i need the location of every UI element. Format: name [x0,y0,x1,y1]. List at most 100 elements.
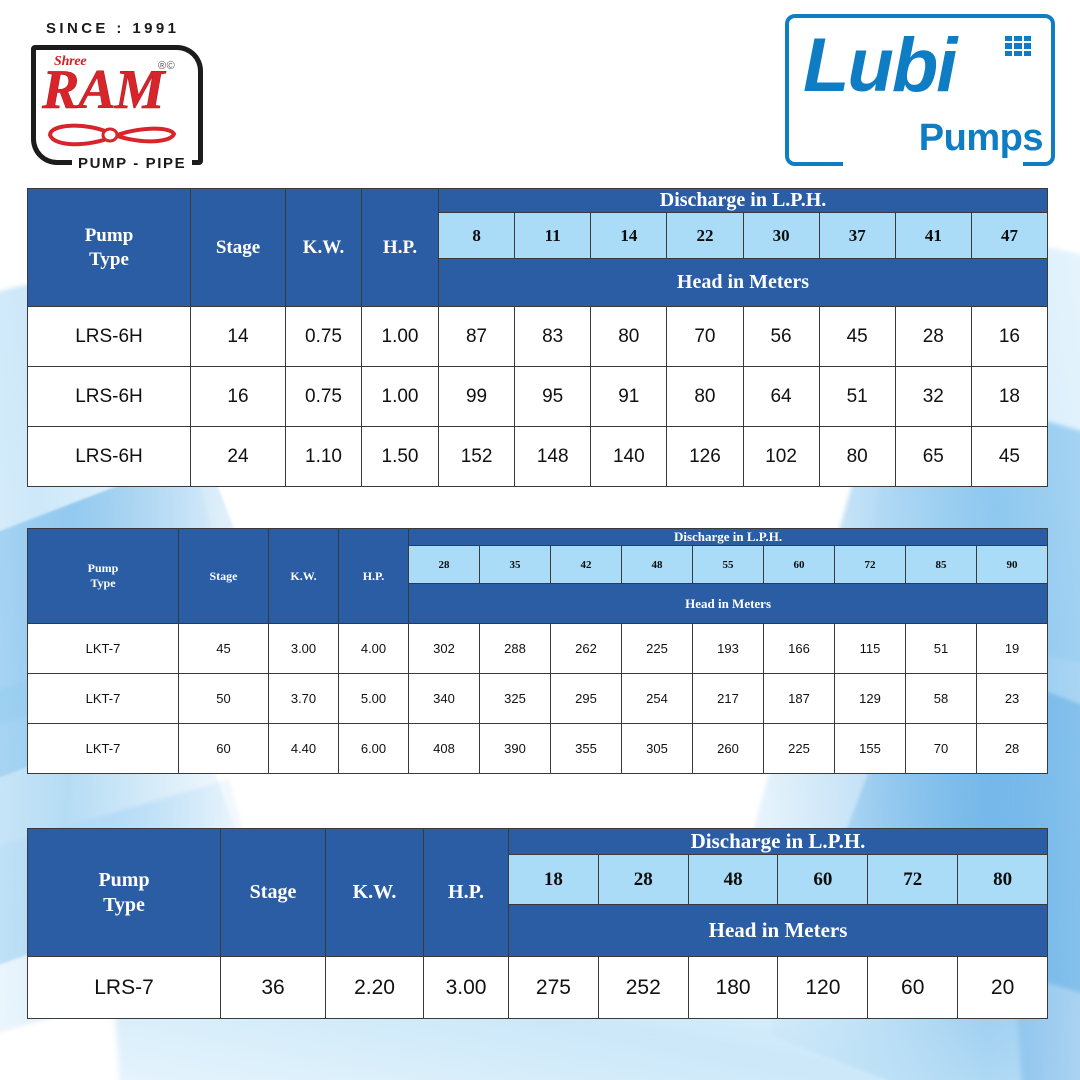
cell-head-meters: 275 [508,956,599,1019]
discharge-value-cell: 47 [970,212,1049,259]
cell-head-meters: 70 [666,306,744,367]
pump-performance-table-2: Pump Type Stage K.W. H.P. Discharge in L… [27,528,1049,774]
cell-head-meters: 193 [692,623,764,674]
col-header-stage: Stage [178,528,269,624]
cell-head-meters: 99 [437,366,516,427]
col-header-stage: Stage [190,188,286,307]
ram-logo-frame [31,45,203,165]
cell-head-meters: 140 [590,426,668,487]
cell-head-meters: 217 [692,673,764,724]
col-header-head-in-meters: Head in Meters [438,258,1048,307]
discharge-value-cell: 14 [590,212,668,259]
cell-head-meters: 64 [742,366,820,427]
cell-head-meters: 51 [905,623,977,674]
cell-stage: 36 [220,956,326,1019]
discharge-value-cell: 18 [508,854,599,905]
cell-kw: 0.75 [285,366,362,427]
cell-head-meters: 325 [479,673,551,724]
cell-head-meters: 148 [514,426,592,487]
table-1-header: Pump Type Stage K.W. H.P. Discharge in L… [27,188,1049,307]
cell-head-meters: 187 [763,673,835,724]
cell-head-meters: 23 [975,673,1049,724]
col-header-hp: H.P. [338,528,409,624]
table-2-body: LKT-7 45 3.00 4.00 302 288 262 225 193 166 115 51 19… [27,623,1049,774]
lubi-sub-text: Pumps [918,117,1044,160]
table-1-header-row-group: Pump Type Stage K.W. H.P. Discharge in L… [27,188,1048,307]
col-header-discharge-group: Discharge in L.P.H. [438,188,1048,213]
col-header-pump-type: Pump Type [27,188,191,307]
cell-head-meters: 225 [621,623,693,674]
cell-head-meters: 115 [834,623,906,674]
cell-hp: 4.00 [338,623,409,674]
cell-pump-type: LRS-7 [27,956,221,1019]
cell-head-meters: 80 [666,366,744,427]
registered-trademark-icon: ®© [158,60,176,72]
discharge-value-cell: 72 [834,545,906,584]
col-header-hp: H.P. [423,828,509,957]
discharge-value-cell: 41 [894,212,972,259]
cell-head-meters: 80 [590,306,668,367]
ram-shree-text: Shree [54,54,87,69]
cell-head-meters: 305 [621,723,693,774]
page-header: SINCE : 1991 Shree RAM ®© PUMP - PIPE Lu… [0,0,1080,182]
col-header-hp: H.P. [361,188,439,307]
cell-head-meters: 60 [867,956,959,1019]
col-header-pump-type: Pump Type [27,828,221,957]
cell-head-meters: 155 [834,723,906,774]
cell-head-meters: 32 [894,366,972,427]
cell-pump-type: LRS-6H [27,426,191,487]
table-3-header: Pump Type Stage K.W. H.P. Discharge in L… [27,828,1049,957]
table-row: LRS-6H 24 1.10 1.50 152 148 140 126 102 80 65 45 [27,426,1049,487]
cell-kw: 2.20 [325,956,424,1019]
col-header-discharge-group: Discharge in L.P.H. [507,828,1049,855]
table-3-header-row-group: Pump Type Stage K.W. H.P. Discharge in L… [27,828,1049,957]
cell-head-meters: 20 [957,956,1049,1019]
cell-kw: 0.75 [285,306,362,367]
ram-brand-text: RAM [42,59,165,121]
table-row: LKT-7 50 3.70 5.00 340 325 295 254 217 187 129 58 23 [27,673,1049,724]
table-3-body: LRS-7 36 2.20 3.00 275 252 180 120 60 20 [27,956,1049,1019]
cell-head-meters: 302 [408,623,480,674]
discharge-value-cell: 22 [666,212,744,259]
discharge-value-cell: 28 [597,854,689,905]
cell-head-meters: 28 [975,723,1049,774]
discharge-value-cell: 42 [550,545,622,584]
lubi-brand-text: Lubi [803,23,957,108]
discharge-value-cell: 60 [777,854,869,905]
cell-kw: 1.10 [285,426,362,487]
table-1-body: LRS-6H 14 0.75 1.00 87 83 80 70 56 45 28 16 LRS-6H 16… [27,306,1049,487]
col-header-stage: Stage [220,828,326,957]
col-header-kw: K.W. [268,528,339,624]
cell-head-meters: 45 [970,426,1049,487]
cell-hp: 3.00 [423,956,509,1019]
discharge-value-cell: 55 [692,545,764,584]
table-row: LKT-7 45 3.00 4.00 302 288 262 225 193 166 115 51 19 [27,623,1049,674]
cell-kw: 3.70 [268,673,339,724]
cell-head-meters: 58 [905,673,977,724]
cell-head-meters: 18 [970,366,1049,427]
cell-head-meters: 355 [550,723,622,774]
cell-head-meters: 120 [777,956,869,1019]
discharge-value-cell: 48 [621,545,693,584]
cell-head-meters: 152 [437,426,516,487]
discharge-value-cell: 85 [905,545,977,584]
cell-pump-type: LRS-6H [27,366,191,427]
shree-ram-logo: SINCE : 1991 Shree RAM ®© PUMP - PIPE [18,18,218,172]
cell-pump-type: LKT-7 [27,623,179,674]
cell-head-meters: 16 [970,306,1049,367]
cell-pump-type: LKT-7 [27,673,179,724]
cell-head-meters: 295 [550,673,622,724]
cell-head-meters: 390 [479,723,551,774]
pump-performance-table-1: Pump Type Stage K.W. H.P. Discharge in L… [27,188,1049,487]
cell-head-meters: 19 [975,623,1049,674]
cell-hp: 1.00 [361,366,439,427]
ram-swirl-ornament-icon [47,123,177,147]
table-2-header: Pump Type Stage K.W. H.P. Discharge in L… [27,528,1049,624]
cell-kw: 4.40 [268,723,339,774]
cell-head-meters: 56 [742,306,820,367]
discharge-value-cell: 11 [514,212,592,259]
discharge-value-cell: 35 [479,545,551,584]
col-header-pump-type: Pump Type [27,528,179,624]
table-row: LRS-6H 14 0.75 1.00 87 83 80 70 56 45 28 16 [27,306,1049,367]
cell-hp: 1.00 [361,306,439,367]
